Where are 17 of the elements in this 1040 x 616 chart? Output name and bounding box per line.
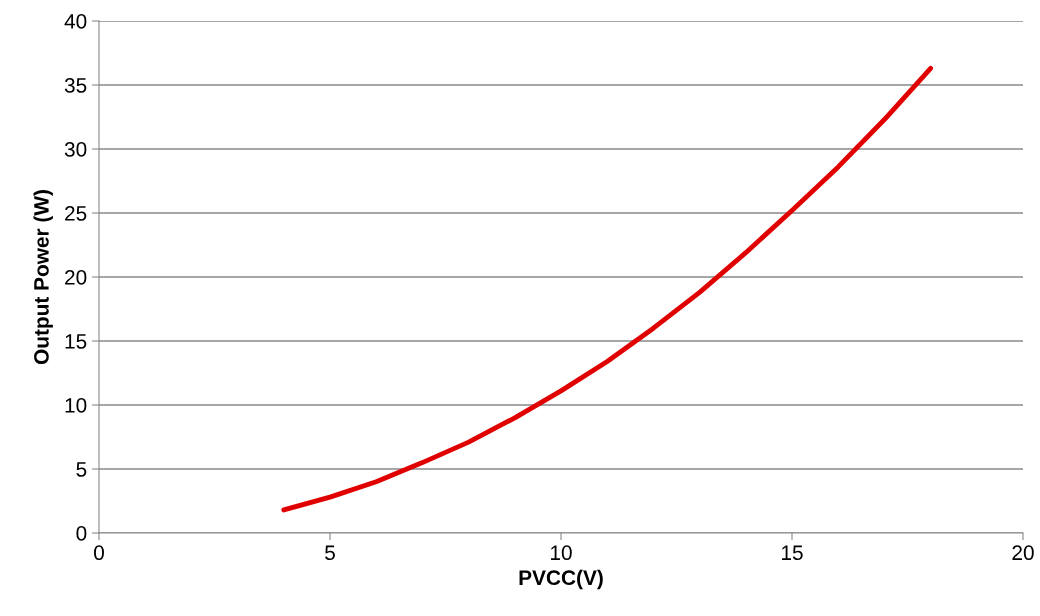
y-tick-label: 10 [65, 398, 87, 413]
y-tick-label: 20 [65, 270, 87, 285]
y-tick-label: 5 [76, 462, 87, 477]
y-axis-title: Output Power (W) [33, 190, 53, 365]
x-tick-label: 5 [325, 545, 335, 561]
line-series [281, 65, 934, 513]
x-tick-label: 10 [551, 545, 572, 561]
y-tick-label: 0 [76, 526, 87, 541]
y-tick-label: 40 [64, 14, 87, 29]
x-axis-title: PVCC(V) [519, 569, 603, 590]
y-tick-label: 25 [65, 206, 87, 221]
y-tick-label: 30 [64, 142, 87, 157]
x-tick-label: 0 [94, 545, 104, 561]
x-tick-label: 15 [782, 545, 803, 561]
x-tick-label: 20 [1012, 545, 1034, 561]
y-tick-label: 15 [65, 334, 87, 349]
y-tick-label: 35 [64, 78, 87, 93]
